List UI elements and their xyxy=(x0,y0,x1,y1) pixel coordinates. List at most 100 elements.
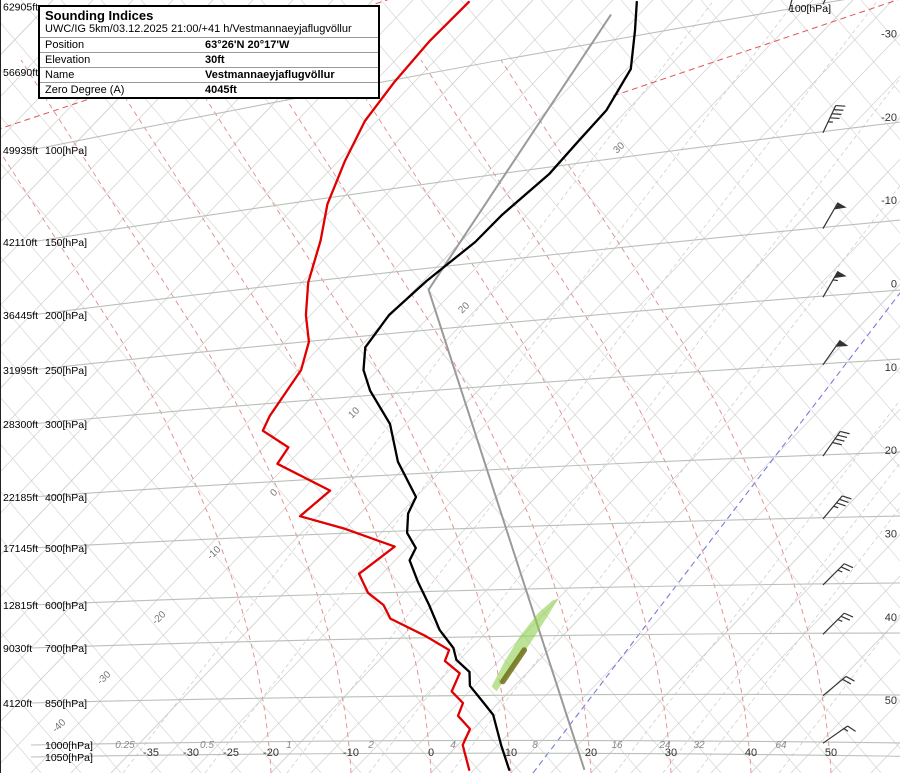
svg-text:-25: -25 xyxy=(223,747,239,759)
mixing-ratio-lines xyxy=(122,0,900,773)
svg-text:850[hPa]: 850[hPa] xyxy=(45,698,87,710)
wind-barb xyxy=(822,104,846,134)
temperature-curve xyxy=(362,0,638,771)
svg-text:-30: -30 xyxy=(183,747,199,759)
row-zero-degree-value: 4045ft xyxy=(205,84,237,96)
svg-text:16: 16 xyxy=(611,740,623,751)
wind-barb xyxy=(822,202,847,229)
svg-text:-30: -30 xyxy=(95,669,113,687)
row-elevation-label: Elevation xyxy=(45,54,91,66)
svg-text:250[hPa]: 250[hPa] xyxy=(45,365,87,377)
aux-profile-line xyxy=(427,14,612,771)
svg-text:8: 8 xyxy=(532,740,538,751)
row-elevation: Elevation 30ft xyxy=(40,52,378,67)
svg-text:600[hPa]: 600[hPa] xyxy=(45,600,87,612)
isobar-grid xyxy=(30,0,900,758)
wind-barb xyxy=(822,725,856,744)
svg-text:50: 50 xyxy=(825,747,837,759)
svg-text:10: 10 xyxy=(346,405,362,421)
svg-text:1050[hPa]: 1050[hPa] xyxy=(45,752,93,764)
svg-text:0.5: 0.5 xyxy=(200,740,214,751)
svg-text:20: 20 xyxy=(585,747,597,759)
row-name-value: Vestmannaeyjaflugvöllur xyxy=(205,69,335,81)
pressure-axis-labels: 100[hPa] 150[hPa] 200[hPa] 250[hPa] 300[hPa]… xyxy=(45,3,831,764)
svg-text:-10: -10 xyxy=(881,195,897,207)
svg-text:1000[hPa]: 1000[hPa] xyxy=(45,740,93,752)
row-zero-degree: Zero Degree (A) 4045ft xyxy=(40,82,378,97)
svg-text:-30: -30 xyxy=(881,28,897,40)
svg-text:0: 0 xyxy=(891,278,897,290)
wind-barb xyxy=(822,563,854,586)
svg-text:-10: -10 xyxy=(343,747,359,759)
svg-text:4120ft: 4120ft xyxy=(3,698,32,710)
sounding-indices-panel: Sounding Indices UWC/IG 5km/03.12.2025 2… xyxy=(38,5,380,99)
svg-text:-20: -20 xyxy=(881,112,897,124)
svg-text:30: 30 xyxy=(885,528,897,540)
row-name-label: Name xyxy=(45,69,75,81)
svg-text:42110ft: 42110ft xyxy=(3,237,37,249)
right-temperature-labels: -30 -20 -10 0 10 20 30 40 50 xyxy=(881,28,897,707)
svg-text:31995ft: 31995ft xyxy=(3,365,38,377)
model-run-line: UWC/IG 5km/03.12.2025 21:00/+41 h/Vestma… xyxy=(45,23,352,35)
svg-text:62905ft: 62905ft xyxy=(3,1,38,13)
svg-text:30: 30 xyxy=(665,747,677,759)
svg-text:30: 30 xyxy=(611,140,627,156)
svg-text:56690ft: 56690ft xyxy=(3,67,38,79)
wind-barb xyxy=(822,430,850,457)
svg-text:400[hPa]: 400[hPa] xyxy=(45,492,87,504)
wind-barb xyxy=(788,0,793,11)
svg-text:28300ft: 28300ft xyxy=(3,419,38,431)
row-position-label: Position xyxy=(45,39,85,51)
svg-text:10: 10 xyxy=(505,747,517,759)
wind-barb xyxy=(822,270,847,298)
svg-text:20: 20 xyxy=(885,445,897,457)
svg-text:24: 24 xyxy=(658,740,671,751)
svg-text:17145ft: 17145ft xyxy=(3,543,38,555)
svg-text:10: 10 xyxy=(885,362,897,374)
cape-area xyxy=(491,598,559,692)
altitude-axis-labels: 62905ft 56690ft 49935ft 42110ft 36445ft 31995… xyxy=(3,1,38,710)
svg-text:200[hPa]: 200[hPa] xyxy=(45,310,87,322)
wind-barbs xyxy=(788,0,856,744)
dewpoint-curve xyxy=(261,0,472,771)
mixing-ratio-labels: 0.25 0.5 1 2 4 8 16 24 32 64 xyxy=(115,740,787,751)
temperature-axis-labels: -35 -30 -25 -20 -10 0 10 20 30 40 50 xyxy=(143,747,837,759)
panel-title: Sounding Indices xyxy=(45,8,154,23)
svg-text:-20: -20 xyxy=(263,747,279,759)
svg-text:-40: -40 xyxy=(50,717,68,735)
row-name: Name Vestmannaeyjaflugvöllur xyxy=(40,67,378,82)
wind-barb xyxy=(822,495,852,520)
svg-text:9030ft: 9030ft xyxy=(3,643,32,655)
wind-barb xyxy=(822,339,849,366)
svg-text:40: 40 xyxy=(745,747,757,759)
svg-text:36445ft: 36445ft xyxy=(3,310,38,322)
svg-text:32: 32 xyxy=(693,740,705,751)
svg-text:22185ft: 22185ft xyxy=(3,492,38,504)
svg-text:20: 20 xyxy=(456,300,472,316)
svg-text:0.25: 0.25 xyxy=(115,740,135,751)
row-zero-degree-label: Zero Degree (A) xyxy=(45,84,125,96)
wind-barb xyxy=(822,675,855,697)
svg-text:40: 40 xyxy=(885,612,897,624)
svg-text:-35: -35 xyxy=(143,747,159,759)
svg-text:12815ft: 12815ft xyxy=(3,600,38,612)
svg-text:1: 1 xyxy=(286,740,292,751)
row-position-value: 63°26'N 20°17'W xyxy=(205,39,290,51)
svg-text:300[hPa]: 300[hPa] xyxy=(45,419,87,431)
svg-text:64: 64 xyxy=(775,740,787,751)
svg-text:500[hPa]: 500[hPa] xyxy=(45,543,87,555)
svg-text:2: 2 xyxy=(367,740,374,751)
svg-text:100[hPa]: 100[hPa] xyxy=(789,3,831,15)
svg-text:-20: -20 xyxy=(150,609,168,627)
svg-text:0: 0 xyxy=(428,747,434,759)
row-position: Position 63°26'N 20°17'W xyxy=(40,37,378,52)
svg-text:50: 50 xyxy=(885,695,897,707)
svg-text:49935ft: 49935ft xyxy=(3,145,38,157)
svg-text:4: 4 xyxy=(450,740,456,751)
svg-text:100[hPa]: 100[hPa] xyxy=(45,145,87,157)
